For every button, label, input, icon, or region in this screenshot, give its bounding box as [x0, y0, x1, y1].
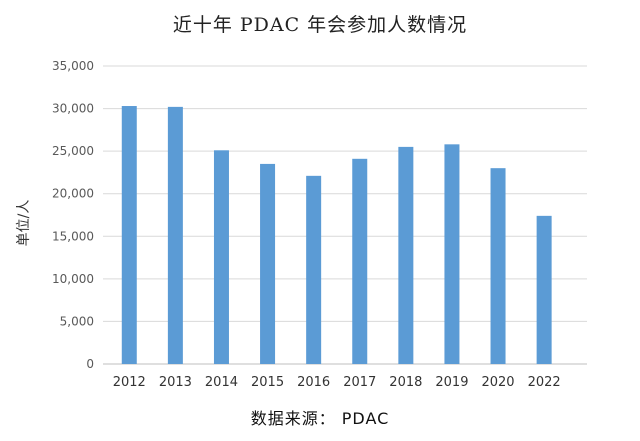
- x-tick-label: 2015: [251, 375, 284, 390]
- x-tick-label: 2019: [435, 375, 468, 390]
- x-tick-label: 2017: [343, 375, 376, 390]
- bar: [306, 175, 322, 364]
- x-tick-label: 2018: [389, 375, 422, 390]
- bar: [167, 106, 183, 365]
- y-tick-label: 30,000: [52, 102, 94, 116]
- y-tick-label: 0: [86, 357, 94, 371]
- x-tick-label: 2012: [113, 375, 146, 390]
- chart-title: 近十年 PDAC 年会参加人数情况: [172, 14, 468, 36]
- bar: [490, 168, 506, 364]
- bar: [536, 215, 552, 364]
- bar: [121, 106, 137, 364]
- y-tick-label: 20,000: [52, 187, 94, 201]
- bar: [398, 146, 414, 364]
- bar: [260, 163, 276, 364]
- x-tick-label: 2013: [159, 375, 192, 390]
- bar: [213, 150, 229, 364]
- y-tick-label: 35,000: [52, 59, 94, 73]
- x-tick-label: 2020: [481, 375, 514, 390]
- y-tick-label: 5,000: [60, 314, 94, 328]
- bar: [352, 158, 368, 364]
- x-tick-label: 2016: [297, 375, 330, 390]
- x-tick-label: 2022: [528, 375, 561, 390]
- y-tick-label: 25,000: [52, 144, 94, 158]
- bar: [444, 144, 460, 364]
- x-tick-label: 2014: [205, 375, 238, 390]
- source-note: 数据来源： PDAC: [250, 409, 390, 428]
- y-tick-label: 15,000: [52, 229, 94, 243]
- y-tick-label: 10,000: [52, 272, 94, 286]
